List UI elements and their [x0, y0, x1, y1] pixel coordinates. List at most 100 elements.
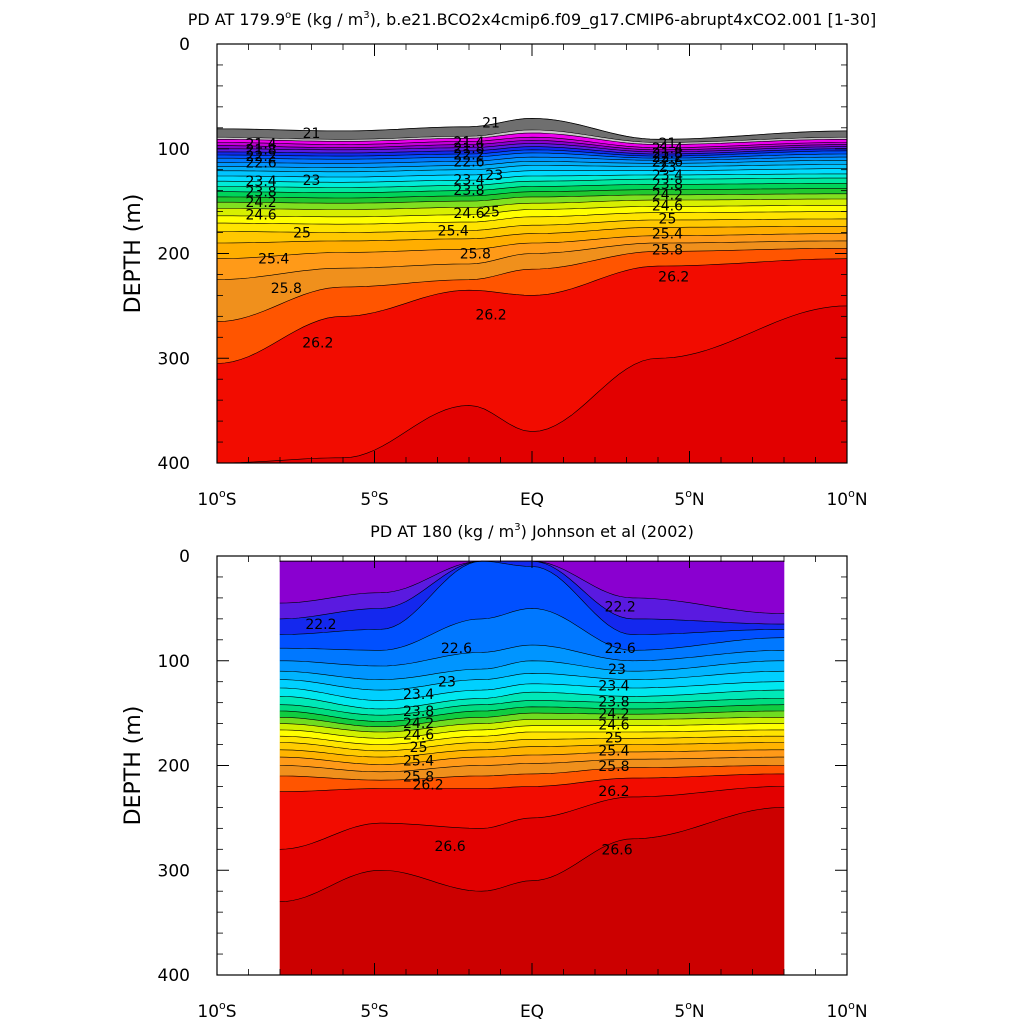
contour-line	[217, 248, 847, 322]
contour-line	[279, 704, 785, 722]
data-top-edge	[217, 117, 847, 140]
contour-label: 25	[293, 226, 311, 242]
contour-line	[217, 177, 847, 188]
y-tick-label: 300	[158, 861, 190, 881]
contour-label: 24.2	[403, 716, 434, 732]
contour-label: 22.2	[305, 617, 336, 633]
x-tick-label: 10oS	[197, 999, 236, 1022]
contour-line	[279, 716, 784, 733]
y-tick-label: 100	[158, 652, 190, 672]
contour-line	[217, 258, 847, 364]
contour-line	[279, 710, 784, 728]
contour-line	[279, 807, 785, 902]
contour-label: 23	[485, 168, 503, 184]
contour-label: 22.2	[605, 599, 636, 615]
contour-line	[279, 723, 784, 739]
contour-line	[217, 173, 847, 183]
contour-label: 24.6	[598, 718, 629, 734]
contour-line	[280, 608, 785, 651]
contour-fills	[217, 117, 847, 463]
contour-line	[217, 188, 847, 199]
chart-title: PD AT 179.9oE (kg / m3), b.e21.BCO2x4cmi…	[188, 10, 877, 30]
x-tick-label: 5oS	[360, 999, 388, 1022]
y-axis-label: DEPTH (m)	[121, 194, 146, 314]
contour-line	[217, 156, 847, 164]
contour-label: 23	[659, 160, 677, 176]
contour-line	[217, 240, 847, 280]
observed-density-panel: 23.423.824.224.62525.425.823.423.824.224…	[121, 522, 868, 1022]
contour-line	[279, 689, 784, 710]
contour-label: 23.8	[403, 704, 434, 720]
contour-label: 26.2	[302, 336, 333, 352]
contour-label: 26.6	[435, 839, 466, 855]
contour-label: 22.2	[453, 148, 484, 164]
contour-line	[279, 756, 784, 773]
x-tick-label: 5oN	[674, 487, 704, 510]
contour-label: 25.8	[403, 769, 434, 785]
contour-line	[280, 644, 784, 667]
contour-line	[217, 149, 847, 157]
contour-label: 21.8	[652, 146, 683, 162]
contour-line	[279, 681, 784, 701]
contour-line	[217, 140, 847, 151]
contour-line	[217, 193, 847, 204]
contour-label: 23.4	[403, 687, 434, 703]
x-tick-label: 10oS	[197, 487, 236, 510]
contour-label: 25	[659, 211, 677, 227]
contour-label: 25.4	[438, 223, 469, 239]
contour-label: 21.4	[246, 137, 277, 153]
contour-label: 24.2	[598, 707, 629, 723]
contour-label: 22.6	[441, 641, 472, 657]
contour-label: 23.4	[453, 173, 484, 189]
contour-label: 25.4	[258, 252, 289, 268]
contour-line	[279, 660, 784, 680]
contour-line	[217, 226, 847, 244]
contour-line	[217, 211, 847, 225]
contour-label: 25.8	[652, 242, 683, 258]
contour-line	[217, 132, 847, 145]
contour-line	[217, 168, 847, 178]
contour-label: 25	[482, 205, 500, 221]
contour-label: 21	[659, 136, 677, 152]
contour-line	[217, 160, 847, 168]
contour-line	[217, 129, 847, 143]
contour-label: 25.4	[652, 227, 683, 243]
contour-label: 26.2	[412, 777, 443, 793]
contour-line	[217, 183, 847, 193]
contour-label: 22.2	[246, 149, 277, 165]
contour-label: 23.4	[246, 174, 277, 190]
contour-line	[217, 146, 847, 155]
contour-label: 24.6	[652, 198, 683, 214]
chart-title: PD AT 180 (kg / m3) Johnson et al (2002)	[370, 522, 694, 541]
contour-label: 24.6	[453, 206, 484, 222]
x-tick-label: 5oS	[360, 487, 388, 510]
x-tick-label: EQ	[520, 490, 544, 510]
x-tick-label: EQ	[520, 1002, 544, 1022]
contour-label: 25	[605, 730, 623, 746]
y-tick-label: 200	[158, 757, 190, 777]
contour-label: 26.2	[598, 784, 629, 800]
contour-label: 21.8	[453, 141, 484, 157]
contour-label: 22.6	[453, 154, 484, 170]
x-tick-label: 5oN	[674, 999, 704, 1022]
contour-label: 23	[303, 173, 321, 189]
contour-line	[217, 164, 847, 173]
contour-label: 24.6	[246, 208, 277, 224]
contour-label: 24.2	[652, 187, 683, 203]
contour-line	[280, 735, 784, 752]
contour-label: 21.4	[453, 135, 484, 151]
contour-label: 25.8	[460, 247, 491, 263]
contour-line	[217, 233, 847, 260]
contour-label: 23	[608, 662, 626, 678]
contour-label: 22.6	[605, 641, 636, 657]
contour-label: 22.2	[652, 150, 683, 166]
contour-line	[217, 305, 847, 463]
y-tick-label: 100	[158, 140, 190, 160]
contour-label: 26.6	[601, 842, 632, 858]
contour-label: 26.2	[658, 270, 689, 286]
contour-label: 26.2	[475, 307, 506, 323]
contour-line	[217, 205, 847, 218]
contour-line	[280, 773, 784, 793]
contour-label: 25.4	[403, 754, 434, 770]
